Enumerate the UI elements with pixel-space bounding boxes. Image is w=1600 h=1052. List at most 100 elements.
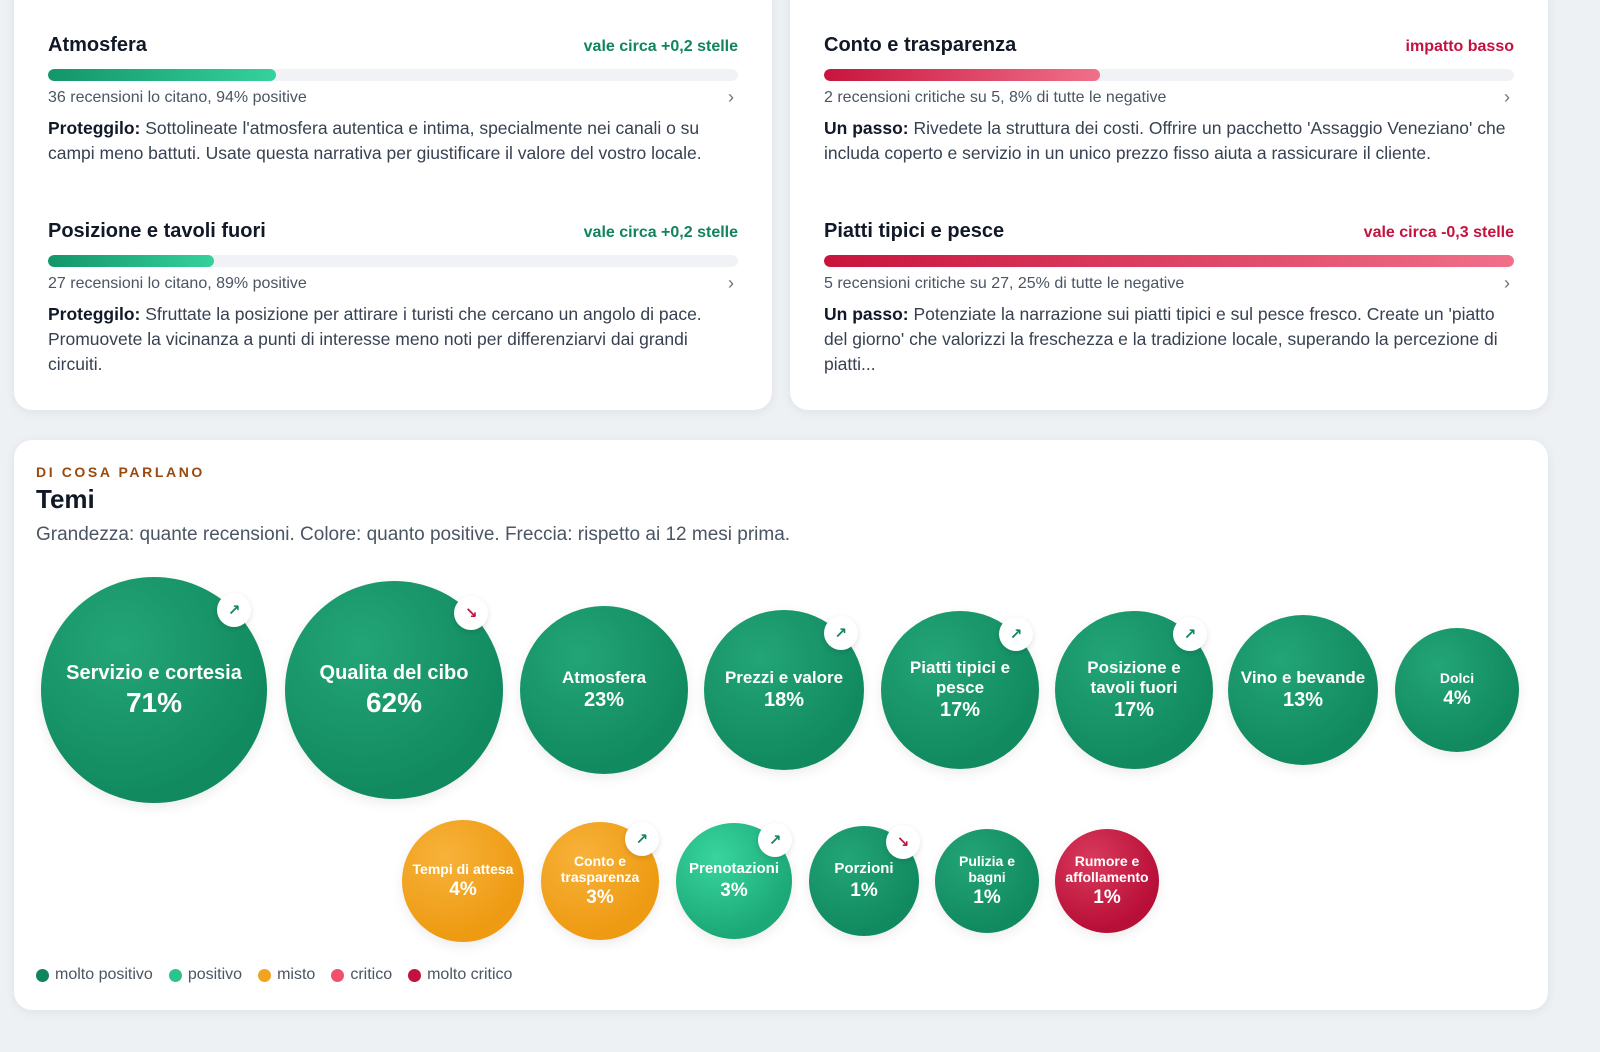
insight-body: Un passo: Potenziate la narrazione sui p… bbox=[824, 302, 1514, 377]
theme-bubble[interactable]: Tempi di attesa 4% bbox=[402, 820, 524, 942]
insight-meta: 5 recensioni critiche su 27, 25% di tutt… bbox=[824, 274, 1185, 292]
theme-bubble[interactable]: Dolci 4% bbox=[1395, 628, 1519, 752]
share-bar-fill bbox=[48, 69, 276, 81]
theme-percent: 13% bbox=[1282, 689, 1324, 712]
insight-meta: 27 recensioni lo citano, 89% positive bbox=[48, 274, 307, 292]
insight-meta: 2 recensioni critiche su 5, 8% di tutte … bbox=[824, 88, 1167, 106]
impact-label: vale circa -0,3 stelle bbox=[1363, 224, 1514, 241]
legend-label: positivo bbox=[187, 966, 243, 983]
insight-body: Un passo: Rivedete la struttura dei cost… bbox=[824, 116, 1514, 166]
legend-dot-icon bbox=[168, 968, 182, 982]
insight-title: Piatti tipici e pesce bbox=[824, 220, 1005, 242]
legend: molto positivo positivo misto critico molto … bbox=[36, 966, 512, 984]
weaknesses-card: Conto e trasparenza impatto basso 2 rece… bbox=[790, 0, 1548, 410]
theme-label: Dolci bbox=[1439, 669, 1475, 686]
theme-label: Vino e bevande bbox=[1240, 667, 1366, 687]
theme-label: Porzioni bbox=[834, 860, 894, 878]
insight-meta: 36 recensioni lo citano, 94% positive bbox=[48, 88, 307, 106]
legend-dot-icon bbox=[36, 968, 49, 982]
section-subtitle: Grandezza: quante recensioni. Colore: qu… bbox=[36, 524, 791, 545]
insight-posizione[interactable]: Posizione e tavoli fuori vale circa +0,2… bbox=[48, 220, 738, 377]
trend-down-icon: ↘ bbox=[454, 595, 489, 630]
theme-percent: 3% bbox=[720, 879, 748, 901]
insight-body: Proteggilo: Sottolineate l'atmosfera aut… bbox=[48, 116, 738, 166]
trend-down-icon: ↘ bbox=[885, 825, 920, 860]
share-bar bbox=[48, 255, 738, 267]
section-title: Temi bbox=[36, 484, 95, 514]
section-eyebrow: DI COSA PARLANO bbox=[36, 464, 205, 480]
theme-label: Prezzi e valore bbox=[724, 667, 844, 687]
theme-percent: 62% bbox=[365, 686, 423, 718]
insight-piatti[interactable]: Piatti tipici e pesce vale circa -0,3 st… bbox=[824, 220, 1514, 377]
strengths-card: Atmosfera vale circa +0,2 stelle 36 rece… bbox=[14, 0, 772, 410]
theme-label: Tempi di attesa bbox=[412, 860, 514, 877]
theme-label: Piatti tipici e pesce bbox=[909, 657, 1011, 697]
theme-bubble[interactable]: Vino e bevande 13% bbox=[1228, 615, 1378, 765]
legend-dot-icon bbox=[331, 968, 345, 982]
theme-percent: 71% bbox=[125, 686, 183, 718]
share-bar bbox=[824, 255, 1514, 267]
theme-percent: 17% bbox=[1113, 699, 1155, 722]
share-bar-fill bbox=[824, 69, 1100, 81]
insight-lead: Proteggilo: bbox=[48, 304, 141, 324]
impact-label: vale circa +0,2 stelle bbox=[583, 38, 738, 55]
chevron-right-icon[interactable]: › bbox=[728, 273, 734, 293]
share-bar bbox=[48, 69, 738, 81]
legend-label: critico bbox=[350, 966, 393, 983]
insight-conto[interactable]: Conto e trasparenza impatto basso 2 rece… bbox=[824, 34, 1514, 166]
legend-label: molto positivo bbox=[55, 966, 153, 983]
theme-percent: 1% bbox=[1093, 887, 1121, 909]
trend-up-icon: ↗ bbox=[1172, 617, 1207, 652]
legend-item: molto positivo bbox=[36, 966, 153, 984]
insight-text: Potenziate la narrazione sui piatti tipi… bbox=[824, 304, 1498, 374]
impact-label: vale circa +0,2 stelle bbox=[583, 224, 738, 241]
legend-item: misto bbox=[258, 966, 315, 984]
trend-up-icon: ↗ bbox=[758, 822, 793, 857]
insight-title: Conto e trasparenza bbox=[824, 34, 1017, 56]
theme-bubbles: Servizio e cortesia 71% ↗ Qualita del cibo 6… bbox=[14, 440, 1548, 1010]
insight-body: Proteggilo: Sfruttate la posizione per a… bbox=[48, 302, 738, 377]
theme-label: Prenotazioni bbox=[688, 860, 779, 878]
theme-bubble[interactable]: Pulizia e bagni 1% bbox=[935, 829, 1039, 933]
share-bar bbox=[824, 69, 1514, 81]
share-bar-fill bbox=[48, 255, 214, 267]
chevron-right-icon[interactable]: › bbox=[1504, 273, 1510, 293]
trend-up-icon: ↗ bbox=[217, 592, 251, 627]
legend-item: critico bbox=[331, 966, 392, 984]
insight-atmosfera[interactable]: Atmosfera vale circa +0,2 stelle 36 rece… bbox=[48, 34, 738, 166]
theme-percent: 17% bbox=[939, 699, 981, 722]
theme-percent: 18% bbox=[763, 689, 805, 712]
themes-card: DI COSA PARLANO Temi Grandezza: quante r… bbox=[14, 440, 1548, 1010]
theme-label: Pulizia e bagni bbox=[958, 852, 1016, 885]
trend-up-icon: ↗ bbox=[998, 617, 1033, 652]
legend-item: positivo bbox=[168, 966, 243, 984]
insight-title: Atmosfera bbox=[48, 34, 147, 56]
theme-label: Qualita del cibo bbox=[319, 661, 469, 684]
insight-lead: Proteggilo: bbox=[48, 118, 141, 138]
legend-item: molto critico bbox=[408, 966, 512, 984]
theme-percent: 23% bbox=[583, 689, 625, 712]
insight-text: Rivedete la struttura dei costi. Offrire… bbox=[824, 118, 1506, 163]
insight-title: Posizione e tavoli fuori bbox=[48, 220, 266, 242]
theme-bubble[interactable]: Rumore e affollamento 1% bbox=[1055, 829, 1159, 933]
insight-text: Sottolineate l'atmosfera autentica e int… bbox=[48, 118, 702, 163]
insight-lead: Un passo: bbox=[824, 304, 909, 324]
legend-label: molto critico bbox=[427, 966, 513, 983]
theme-percent: 4% bbox=[449, 879, 477, 901]
theme-percent: 4% bbox=[1443, 688, 1471, 710]
theme-bubble[interactable]: Atmosfera 23% bbox=[520, 606, 688, 774]
theme-percent: 1% bbox=[973, 887, 1001, 909]
share-bar-fill bbox=[824, 255, 1514, 267]
legend-label: misto bbox=[277, 966, 316, 983]
theme-label: Atmosfera bbox=[561, 667, 647, 687]
trend-up-icon: ↗ bbox=[823, 616, 858, 651]
chevron-right-icon[interactable]: › bbox=[1504, 87, 1510, 107]
trend-up-icon: ↗ bbox=[624, 822, 659, 857]
theme-label: Posizione e tavoli fuori bbox=[1087, 657, 1181, 697]
chevron-right-icon[interactable]: › bbox=[728, 87, 734, 107]
theme-label: Servizio e cortesia bbox=[66, 661, 242, 684]
insight-lead: Un passo: bbox=[824, 118, 909, 138]
insight-text: Sfruttate la posizione per attirare i tu… bbox=[48, 304, 702, 374]
theme-percent: 3% bbox=[586, 887, 614, 909]
theme-percent: 1% bbox=[850, 879, 878, 901]
